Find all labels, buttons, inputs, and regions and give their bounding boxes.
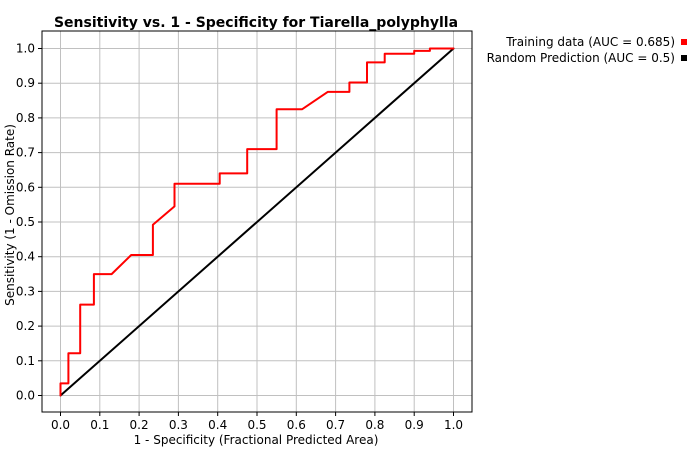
chart-title: Sensitivity vs. 1 - Specificity for Tiar… bbox=[54, 15, 458, 31]
x-axis-label: 1 - Specificity (Fractional Predicted Ar… bbox=[134, 433, 379, 447]
x-tick-label: 0.9 bbox=[405, 418, 424, 432]
x-tick-label: 0.8 bbox=[365, 418, 384, 432]
random-prediction-line bbox=[59, 47, 455, 397]
y-tick-label: 0.5 bbox=[16, 215, 35, 229]
legend-swatch-random bbox=[681, 55, 687, 61]
x-tick-label: 0.7 bbox=[326, 418, 345, 432]
legend: Training data (AUC = 0.685) Random Predic… bbox=[487, 35, 687, 65]
legend-label-random: Random Prediction (AUC = 0.5) bbox=[487, 51, 675, 65]
series-layer bbox=[59, 47, 455, 397]
y-tick-label: 0.6 bbox=[16, 180, 35, 194]
x-tick-label: 1.0 bbox=[444, 418, 463, 432]
y-tick-label: 0.2 bbox=[16, 319, 35, 333]
y-tick-label: 0.9 bbox=[16, 76, 35, 90]
y-tick-label: 0.0 bbox=[16, 389, 35, 403]
x-tick-label: 0.2 bbox=[130, 418, 149, 432]
legend-label-training: Training data (AUC = 0.685) bbox=[505, 35, 675, 49]
legend-swatch-training bbox=[681, 39, 687, 45]
x-tick-label: 0.3 bbox=[169, 418, 188, 432]
y-tick-label: 0.3 bbox=[16, 284, 35, 298]
axis-ticks: 0.0 0.1 0.2 0.3 0.4 0.5 0.6 0.7 0.8 0.9 1.0 0.0 0.1 0… bbox=[16, 42, 463, 433]
training-roc-curve bbox=[59, 47, 455, 397]
y-tick-label: 0.8 bbox=[16, 111, 35, 125]
y-tick-label: 0.4 bbox=[16, 250, 35, 264]
y-tick-label: 0.1 bbox=[16, 354, 35, 368]
x-tick-label: 0.5 bbox=[247, 418, 266, 432]
x-tick-label: 0.0 bbox=[51, 418, 70, 432]
x-tick-label: 0.6 bbox=[287, 418, 306, 432]
y-tick-label: 1.0 bbox=[16, 42, 35, 56]
y-axis-label: Sensitivity (1 - Omission Rate) bbox=[3, 124, 17, 306]
y-tick-label: 0.7 bbox=[16, 146, 35, 160]
grid bbox=[42, 31, 472, 412]
x-tick-label: 0.4 bbox=[208, 418, 227, 432]
x-tick-label: 0.1 bbox=[90, 418, 109, 432]
